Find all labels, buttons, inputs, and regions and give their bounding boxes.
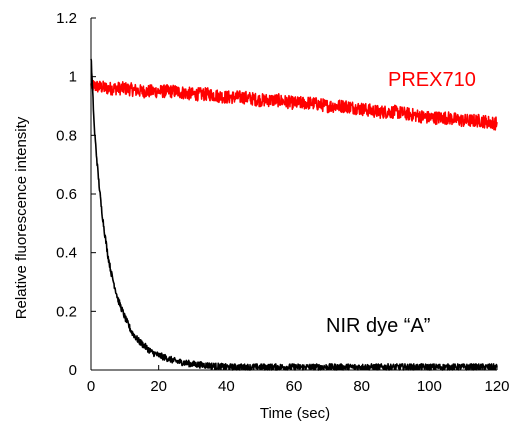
y-axis-label: Relative fluorescence intensity xyxy=(13,116,30,319)
y-tick-label: 0.6 xyxy=(56,186,77,203)
series-layer xyxy=(90,58,498,371)
series-label-nir-dye-a: NIR dye “A” xyxy=(326,315,430,337)
x-tick-label: 20 xyxy=(150,378,167,395)
x-tick-label: 100 xyxy=(417,378,442,395)
series-line-nir-dye-a xyxy=(90,58,498,371)
x-tick-label: 120 xyxy=(484,378,509,395)
y-tick-label: 0 xyxy=(69,362,77,379)
y-tick-label: 0.2 xyxy=(56,303,77,320)
y-tick-label: 1.2 xyxy=(56,10,77,27)
x-tick-label: 80 xyxy=(353,378,370,395)
x-tick-label: 40 xyxy=(218,378,235,395)
y-tick-label: 1 xyxy=(69,69,77,86)
x-axis-label: Time (sec) xyxy=(260,405,330,422)
x-tick-label: 60 xyxy=(286,378,303,395)
x-tick-label: 0 xyxy=(87,378,95,395)
series-label-prex710: PREX710 xyxy=(388,69,476,91)
y-axis-ticks: 0 0.2 0.4 0.6 0.8 1 1.2 xyxy=(56,10,96,379)
y-tick-label: 0.4 xyxy=(56,245,77,262)
series-line-prex710 xyxy=(90,78,498,131)
y-tick-label: 0.8 xyxy=(56,127,77,144)
